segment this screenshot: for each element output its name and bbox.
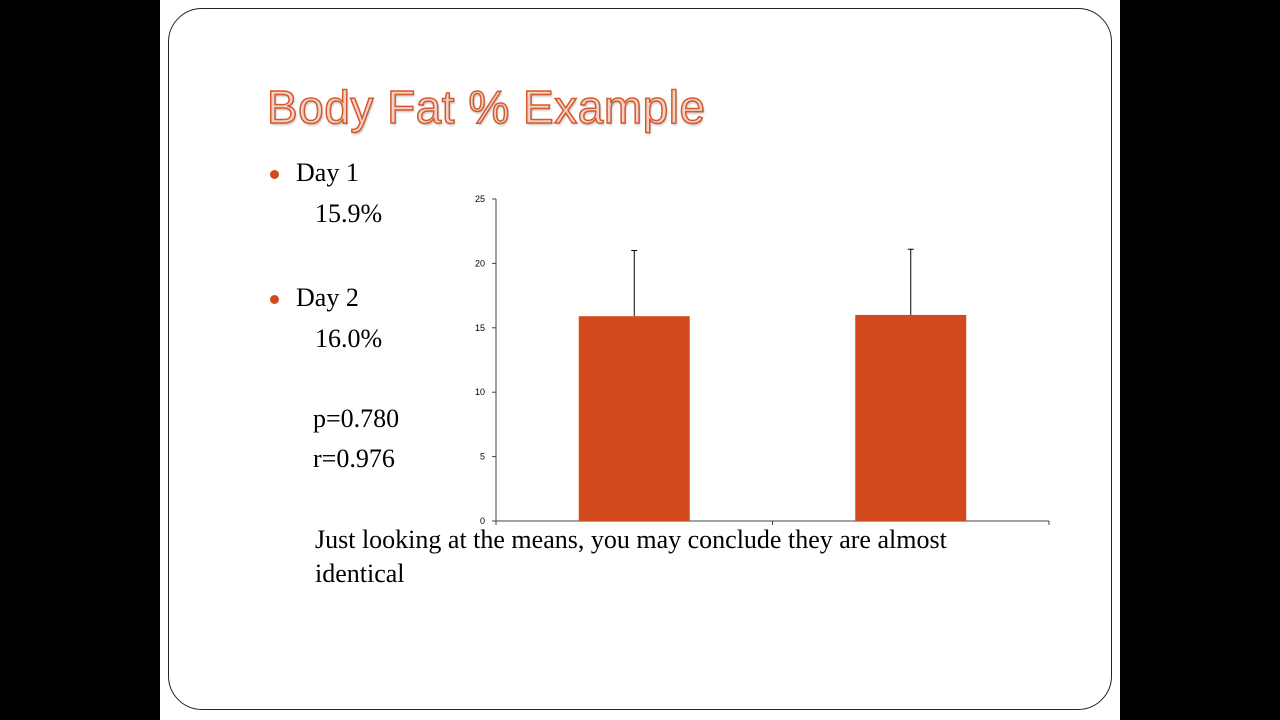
r-value: r=0.976 xyxy=(313,444,395,473)
bullet-day1-label: Day 1 xyxy=(296,158,359,187)
bullet-dot-day2 xyxy=(270,295,279,304)
bullet-dot-day1 xyxy=(270,170,279,179)
bullet-day1-value: 15.9% xyxy=(315,199,383,228)
bullet-day2-label: Day 2 xyxy=(296,283,359,312)
slide-title: Body Fat % Example xyxy=(266,80,706,134)
conclusion-text: Just looking at the means, you may concl… xyxy=(315,525,947,588)
slide-border xyxy=(168,8,1112,710)
p-value: p=0.780 xyxy=(313,404,400,433)
bullet-day2-value: 16.0% xyxy=(315,324,383,353)
slide: Body Fat % Example Day 1 15.9% Day 2 16.… xyxy=(160,0,1120,720)
